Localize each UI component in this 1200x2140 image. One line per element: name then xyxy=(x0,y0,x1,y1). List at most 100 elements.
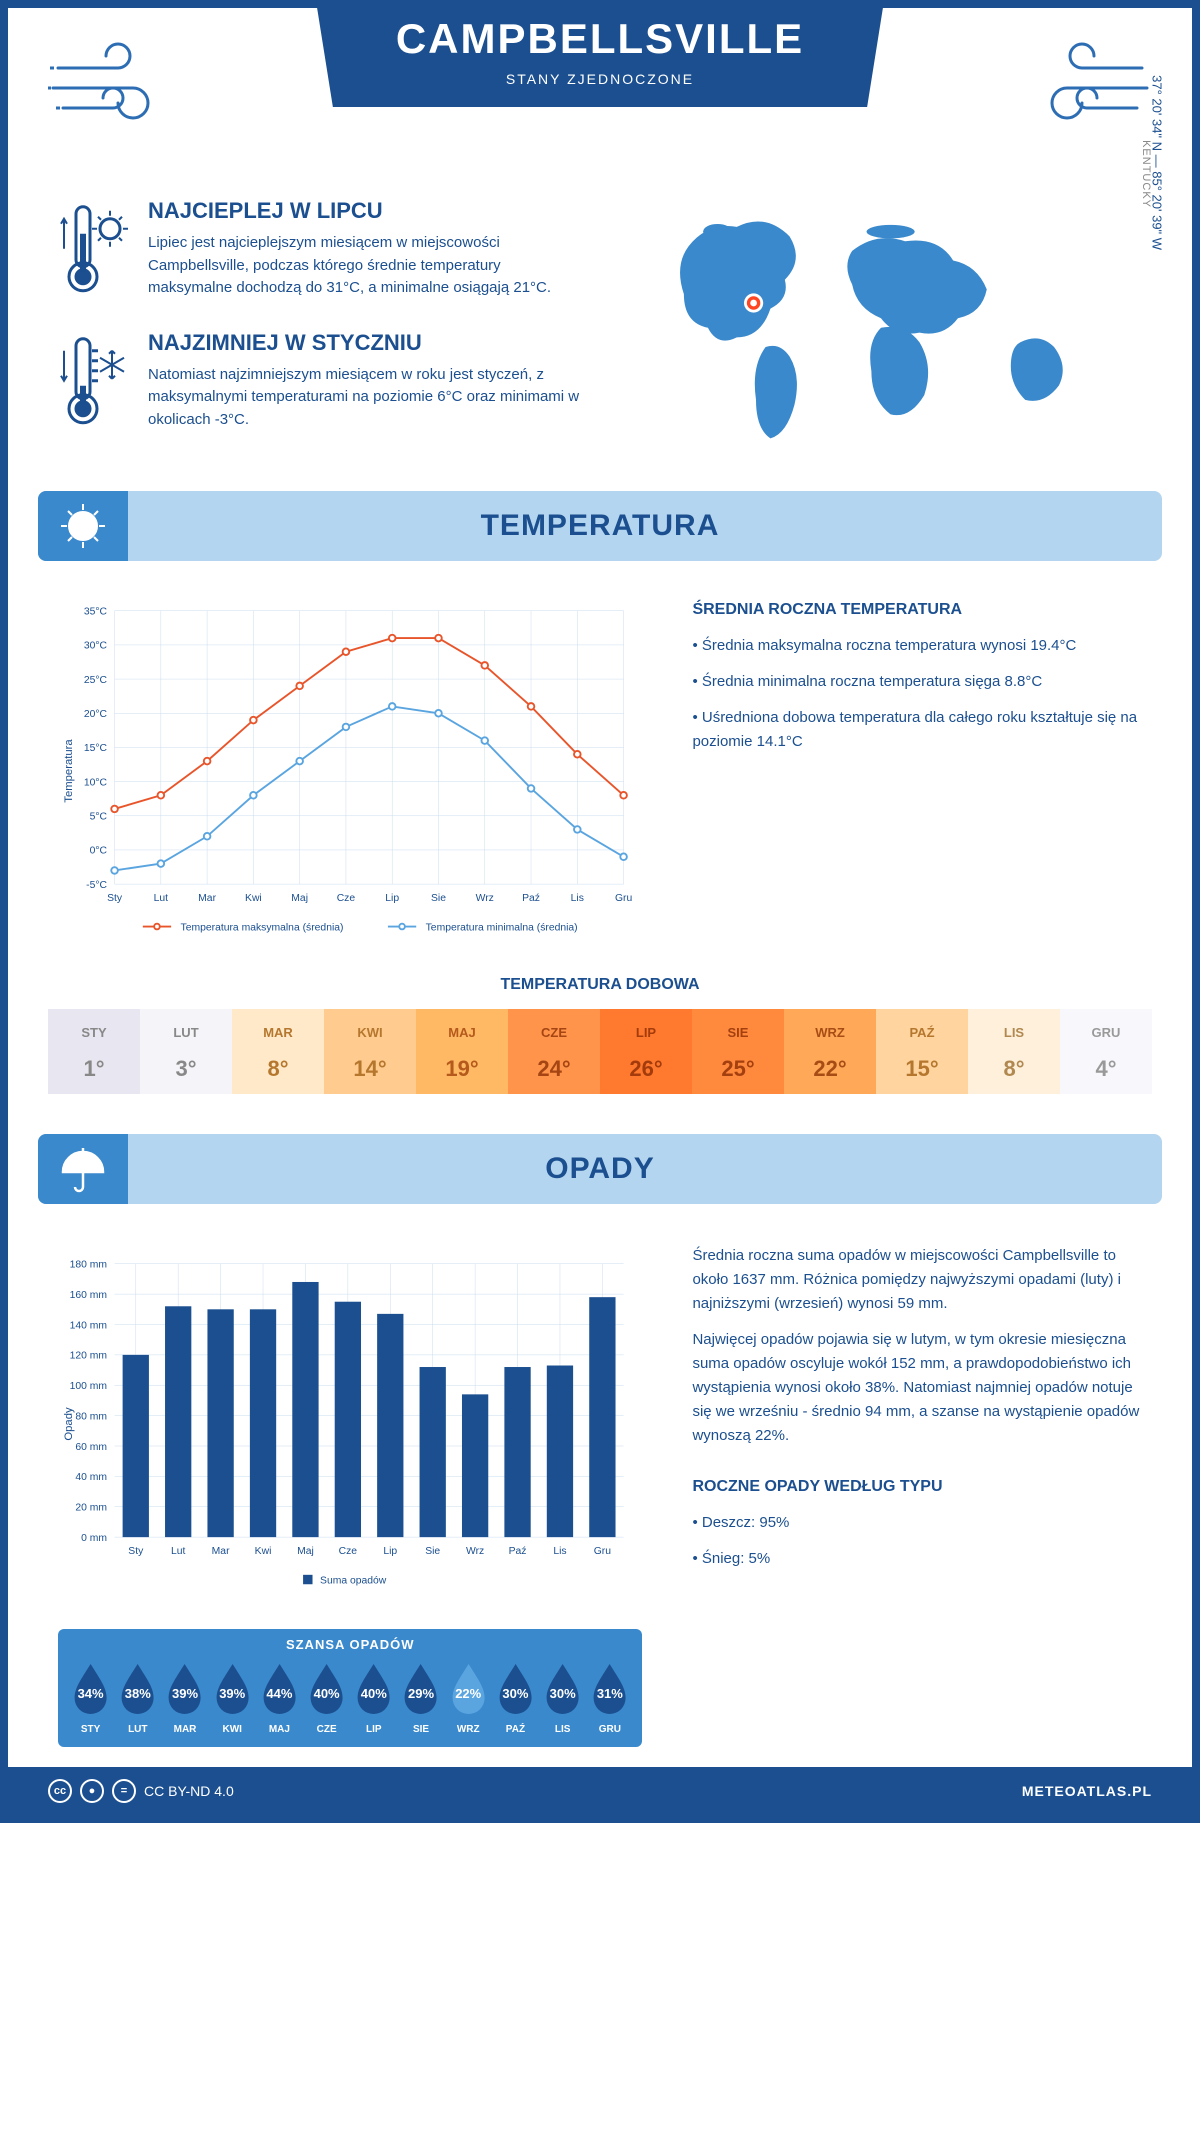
svg-text:0 mm: 0 mm xyxy=(81,1533,107,1544)
temperature-line-chart: -5°C0°C5°C10°C15°C20°C25°C30°C35°CStyLut… xyxy=(58,601,642,941)
precip-para2: Najwięcej opadów pojawia się w lutym, w … xyxy=(692,1328,1142,1448)
daily-month: WRZ xyxy=(784,1017,876,1048)
chance-pct: 34% xyxy=(70,1686,111,1701)
umbrella-icon xyxy=(56,1142,111,1197)
svg-text:80 mm: 80 mm xyxy=(75,1411,107,1422)
svg-text:Paź: Paź xyxy=(522,893,540,904)
daily-cell: MAR8° xyxy=(232,1009,324,1094)
svg-text:Lis: Lis xyxy=(571,893,584,904)
svg-text:100 mm: 100 mm xyxy=(70,1381,107,1392)
chance-pct: 40% xyxy=(353,1686,394,1701)
svg-text:Lut: Lut xyxy=(171,1546,186,1557)
precip-type-item: • Deszcz: 95% xyxy=(692,1511,1142,1535)
daily-cell: CZE24° xyxy=(508,1009,600,1094)
daily-month: LIP xyxy=(600,1017,692,1048)
chance-month: KWI xyxy=(212,1724,253,1735)
daily-value: 8° xyxy=(232,1048,324,1082)
svg-text:20 mm: 20 mm xyxy=(75,1503,107,1514)
country-subtitle: STANY ZJEDNOCZONE xyxy=(396,71,804,87)
chance-month: PAŹ xyxy=(495,1724,536,1735)
svg-text:Temperatura: Temperatura xyxy=(63,739,75,803)
svg-text:Paź: Paź xyxy=(509,1546,527,1557)
cc-icon: cc xyxy=(48,1779,72,1803)
chance-pct: 44% xyxy=(259,1686,300,1701)
chance-drop: 30%PAŹ xyxy=(495,1660,536,1735)
brand: METEOATLAS.PL xyxy=(1022,1783,1152,1799)
license-text: CC BY-ND 4.0 xyxy=(144,1783,234,1799)
precip-type-item: • Śnieg: 5% xyxy=(692,1547,1142,1571)
svg-text:5°C: 5°C xyxy=(90,812,108,823)
svg-text:10°C: 10°C xyxy=(84,777,108,788)
chance-box: SZANSA OPADÓW 34%STY38%LUT39%MAR39%KWI44… xyxy=(58,1629,642,1747)
chance-drop: 29%SIE xyxy=(400,1660,441,1735)
chance-month: GRU xyxy=(589,1724,630,1735)
chance-pct: 22% xyxy=(448,1686,489,1701)
daily-value: 24° xyxy=(508,1048,600,1082)
precip-bar-chart: 0 mm20 mm40 mm60 mm80 mm100 mm120 mm140 … xyxy=(58,1244,642,1604)
svg-text:Maj: Maj xyxy=(297,1546,314,1557)
svg-text:Mar: Mar xyxy=(212,1546,230,1557)
daily-value: 8° xyxy=(968,1048,1060,1082)
umbrella-icon-box xyxy=(38,1134,128,1204)
svg-text:15°C: 15°C xyxy=(84,743,108,754)
city-title: CAMPBELLSVILLE xyxy=(396,15,804,63)
temp-stats-title: ŚREDNIA ROCZNA TEMPERATURA xyxy=(692,601,1142,619)
chance-drop: 31%GRU xyxy=(589,1660,630,1735)
daily-value: 19° xyxy=(416,1048,508,1082)
daily-value: 4° xyxy=(1060,1048,1152,1082)
chance-drop: 44% MAJ xyxy=(259,1660,300,1735)
chance-month: LIP xyxy=(353,1724,394,1735)
svg-text:160 mm: 160 mm xyxy=(70,1290,107,1301)
daily-month: LUT xyxy=(140,1017,232,1048)
svg-text:60 mm: 60 mm xyxy=(75,1442,107,1453)
coordinates: 37° 20' 34" N — 85° 20' 39" W xyxy=(1150,75,1165,250)
daily-month: SIE xyxy=(692,1017,784,1048)
chance-pct: 40% xyxy=(306,1686,347,1701)
svg-text:0°C: 0°C xyxy=(90,846,108,857)
hottest-block: NAJCIEPLEJ W LIPCU Lipiec jest najcieple… xyxy=(58,198,580,300)
daily-month: LIS xyxy=(968,1017,1060,1048)
chance-pct: 38% xyxy=(117,1686,158,1701)
precip-chart-col: 0 mm20 mm40 mm60 mm80 mm100 mm120 mm140 … xyxy=(58,1244,642,1747)
intro-row: NAJCIEPLEJ W LIPCU Lipiec jest najcieple… xyxy=(8,188,1192,491)
svg-text:30°C: 30°C xyxy=(84,641,108,652)
daily-month: MAJ xyxy=(416,1017,508,1048)
svg-text:Gru: Gru xyxy=(594,1546,612,1557)
coldest-title: NAJZIMNIEJ W STYCZNIU xyxy=(148,330,580,356)
svg-text:Gru: Gru xyxy=(615,893,633,904)
wind-decoration-right xyxy=(1022,38,1152,128)
svg-text:Mar: Mar xyxy=(198,893,216,904)
intro-text-col: NAJCIEPLEJ W LIPCU Lipiec jest najcieple… xyxy=(58,198,580,461)
temp-stat-item: • Uśredniona dobowa temperatura dla całe… xyxy=(692,706,1142,754)
wind-decoration-left xyxy=(48,38,178,128)
daily-cell: LIP26° xyxy=(600,1009,692,1094)
world-map xyxy=(620,198,1142,448)
chance-drop: 39%MAR xyxy=(164,1660,205,1735)
svg-text:Cze: Cze xyxy=(337,893,356,904)
license-block: cc ● = CC BY-ND 4.0 xyxy=(48,1779,234,1803)
daily-value: 3° xyxy=(140,1048,232,1082)
temperature-chart-col: -5°C0°C5°C10°C15°C20°C25°C30°C35°CStyLut… xyxy=(58,601,642,946)
svg-text:Suma opadów: Suma opadów xyxy=(320,1575,387,1586)
temp-stat-item: • Średnia minimalna roczna temperatura s… xyxy=(692,670,1142,694)
svg-text:40 mm: 40 mm xyxy=(75,1472,107,1483)
title-banner: CAMPBELLSVILLE STANY ZJEDNOCZONE xyxy=(316,0,884,107)
daily-month: KWI xyxy=(324,1017,416,1048)
sun-icon xyxy=(56,499,111,554)
nd-icon: = xyxy=(112,1779,136,1803)
daily-temp-grid: STY1°LUT3°MAR8°KWI14°MAJ19°CZE24°LIP26°S… xyxy=(48,1009,1152,1094)
daily-cell: STY1° xyxy=(48,1009,140,1094)
precip-section-header: OPADY xyxy=(38,1134,1162,1204)
daily-month: CZE xyxy=(508,1017,600,1048)
svg-text:Sie: Sie xyxy=(425,1546,440,1557)
daily-value: 25° xyxy=(692,1048,784,1082)
svg-text:Lis: Lis xyxy=(553,1546,566,1557)
chance-drop: 34%STY xyxy=(70,1660,111,1735)
daily-cell: LUT3° xyxy=(140,1009,232,1094)
svg-text:25°C: 25°C xyxy=(84,675,108,686)
chance-month: MAJ xyxy=(259,1724,300,1735)
daily-month: STY xyxy=(48,1017,140,1048)
daily-value: 14° xyxy=(324,1048,416,1082)
svg-text:Wrz: Wrz xyxy=(476,893,494,904)
footer: cc ● = CC BY-ND 4.0 METEOATLAS.PL xyxy=(8,1767,1192,1815)
